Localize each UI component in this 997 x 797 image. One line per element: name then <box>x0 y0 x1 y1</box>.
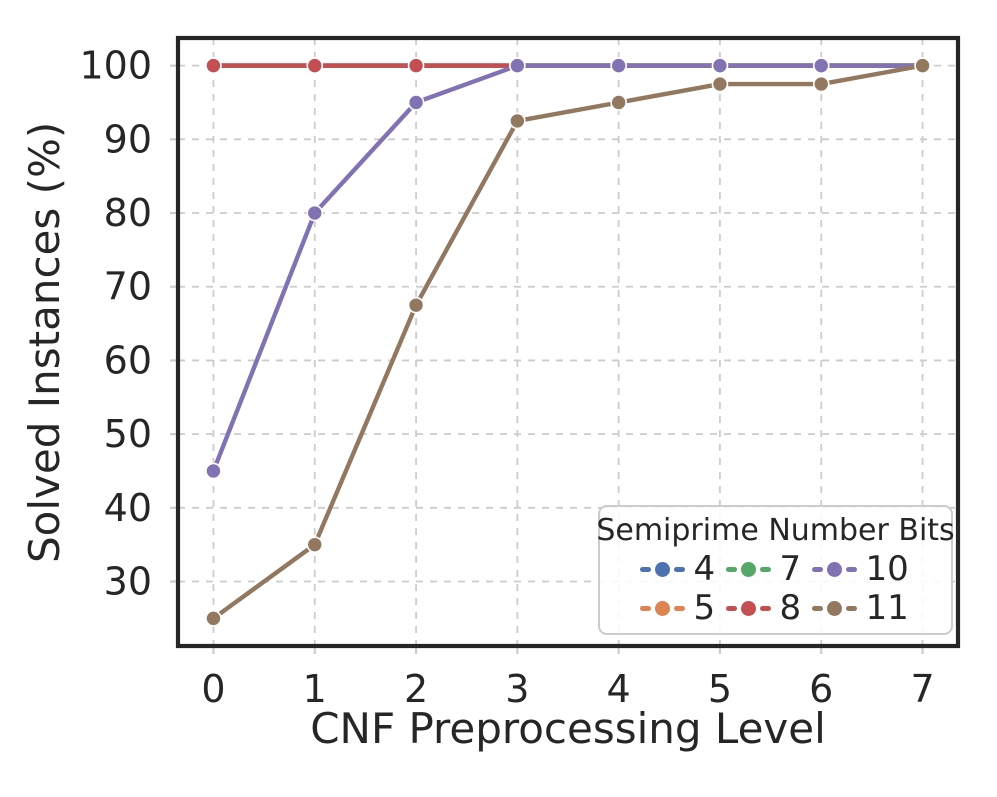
series-10-marker <box>610 57 627 74</box>
legend-entry-label: 4 <box>693 548 716 589</box>
legend-entry-11: 11 <box>811 587 912 628</box>
legend-entry-label: 10 <box>865 548 909 589</box>
legend-line-marker-icon <box>639 601 685 617</box>
x-tick-label: 5 <box>708 667 732 711</box>
y-tick-label: 90 <box>104 117 152 161</box>
series-10-marker <box>306 204 324 222</box>
series-10-marker <box>407 94 425 111</box>
legend-entry-8: 8 <box>725 587 802 628</box>
legend-entry-label: 8 <box>779 587 802 628</box>
series-11-line <box>211 63 925 621</box>
series-8-marker <box>407 57 425 74</box>
legend-entry-4: 4 <box>639 548 716 589</box>
legend-entry-label: 11 <box>865 587 909 628</box>
x-tick-label: 2 <box>404 667 428 711</box>
series-10-line <box>211 63 925 474</box>
legend-entry-5: 5 <box>639 587 716 628</box>
legend-line-marker-icon <box>811 601 857 617</box>
legend-line-marker-icon <box>811 561 857 577</box>
series-10-marker <box>711 57 729 74</box>
legend-row: 4 7 10 <box>639 548 912 589</box>
plot-border <box>175 35 961 649</box>
legend-entry-label: 5 <box>693 587 716 628</box>
legend-entry-7: 7 <box>725 548 802 589</box>
legend-entry-10: 10 <box>811 548 912 589</box>
series-11-marker <box>306 536 324 553</box>
series-11-marker <box>711 75 729 93</box>
x-tick-label: 6 <box>809 667 833 711</box>
x-tick-label: 0 <box>201 667 225 711</box>
legend-line-marker-icon <box>639 561 685 577</box>
legend-line-marker-icon <box>725 561 771 577</box>
series-11-marker <box>407 296 425 314</box>
x-tick-label: 3 <box>505 667 529 711</box>
series-10-marker <box>509 57 526 74</box>
y-tick-label: 40 <box>104 486 152 530</box>
legend-entry-label: 7 <box>779 548 802 589</box>
series-11-marker <box>610 94 627 111</box>
x-tick-label: 1 <box>303 667 327 711</box>
series-8-marker <box>306 57 324 74</box>
series-11-marker <box>914 57 931 74</box>
x-tick-label: 7 <box>910 667 934 711</box>
series-11-marker <box>509 112 526 130</box>
y-tick-label: 100 <box>79 44 152 88</box>
y-tick-label: 80 <box>104 191 152 235</box>
legend-title: Semiprime Number Bits <box>596 512 955 548</box>
y-tick-label: 60 <box>104 338 152 382</box>
y-axis-label: Solved Instances (%) <box>20 121 69 563</box>
series-11-marker <box>812 75 830 93</box>
y-tick-label: 50 <box>104 412 152 456</box>
series-8-marker <box>205 57 222 74</box>
series-10-marker <box>205 462 222 480</box>
series-10-marker <box>812 57 830 74</box>
y-tick-label: 70 <box>104 265 152 309</box>
legend-row: 5 8 11 <box>639 587 912 628</box>
legend-line-marker-icon <box>725 601 771 617</box>
x-axis-label: CNF Preprocessing Level <box>310 704 826 753</box>
legend: Semiprime Number Bits 4 7 10 5 8 11 <box>596 505 955 635</box>
y-tick-label: 30 <box>104 560 152 604</box>
series-11-marker <box>205 610 222 627</box>
x-tick-label: 4 <box>607 667 631 711</box>
